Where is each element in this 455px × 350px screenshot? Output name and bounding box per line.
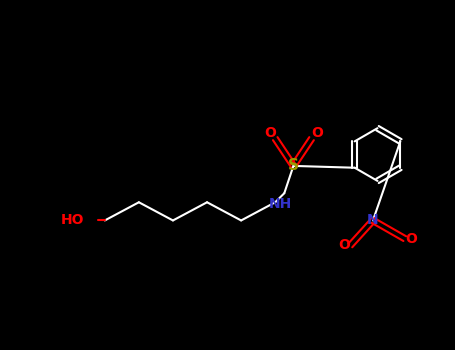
Text: N: N [367, 214, 379, 228]
Text: HO: HO [61, 214, 84, 228]
Text: S: S [288, 159, 299, 173]
Text: O: O [338, 238, 350, 252]
Text: O: O [405, 232, 417, 246]
Text: NH: NH [269, 197, 292, 211]
Text: O: O [264, 126, 276, 140]
Text: O: O [311, 126, 323, 140]
